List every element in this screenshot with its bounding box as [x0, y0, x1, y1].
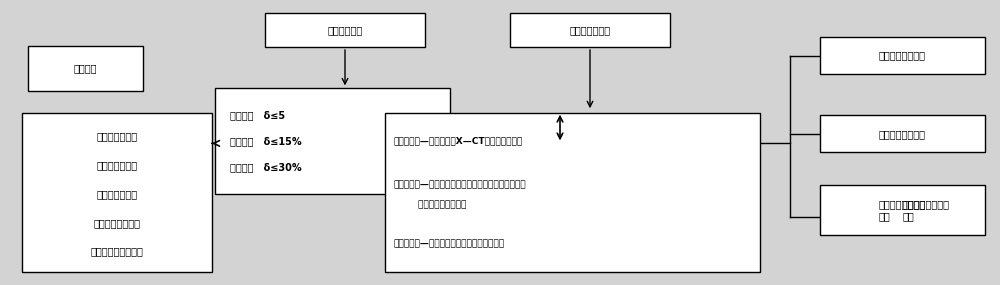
Text: 材料组织等效性: 材料组织等效性 — [96, 189, 138, 199]
Text: 组织辐射等效材料: 组织辐射等效材料 — [879, 50, 926, 61]
Text: 能量传递可测试性: 能量传递可测试性 — [94, 218, 140, 228]
FancyBboxPatch shape — [28, 46, 143, 91]
Text: 中观量监测—能量衰减系数、能量转移系数、能量吸收: 中观量监测—能量衰减系数、能量转移系数、能量吸收 — [393, 180, 526, 189]
Text: 组织辐射等效膺器: 组织辐射等效膺器 — [879, 129, 926, 139]
FancyBboxPatch shape — [215, 88, 450, 194]
Text: 内部结构仿真性: 内部结构仿真性 — [96, 160, 138, 170]
Text: 等效误差分类: 等效误差分类 — [327, 25, 363, 35]
Text: 辐射等效性测试: 辐射等效性测试 — [569, 25, 611, 35]
FancyBboxPatch shape — [385, 113, 760, 272]
Text: 放射防护   δ≤30%: 放射防护 δ≤30% — [230, 162, 302, 172]
Text: 辐射等效仿真人体
模型: 辐射等效仿真人体 模型 — [902, 200, 950, 221]
FancyBboxPatch shape — [510, 13, 670, 47]
Text: 微观量监测—元素组成、电子密度、反应截面: 微观量监测—元素组成、电子密度、反应截面 — [393, 239, 504, 248]
Text: 放射诊断   δ≤15%: 放射诊断 δ≤15% — [230, 136, 302, 146]
Text: 辐射等效仿真人体
模型: 辐射等效仿真人体 模型 — [879, 200, 926, 221]
Text: 损伤及安全可评估性: 损伤及安全可评估性 — [91, 247, 143, 256]
FancyBboxPatch shape — [265, 13, 425, 47]
FancyBboxPatch shape — [820, 115, 985, 152]
FancyBboxPatch shape — [820, 37, 985, 74]
Text: 总体检验: 总体检验 — [74, 63, 97, 74]
FancyBboxPatch shape — [820, 185, 985, 235]
Text: 宏观量监测—质量密度，X—CT，线性衰减系数: 宏观量监测—质量密度，X—CT，线性衰减系数 — [393, 137, 522, 146]
Text: 外部形态相似性: 外部形态相似性 — [96, 131, 138, 142]
FancyBboxPatch shape — [22, 113, 212, 272]
Text: 放射治疗   δ≤5: 放射治疗 δ≤5 — [230, 110, 285, 120]
Text: 系数、质量阻止本领: 系数、质量阻止本领 — [393, 201, 466, 210]
